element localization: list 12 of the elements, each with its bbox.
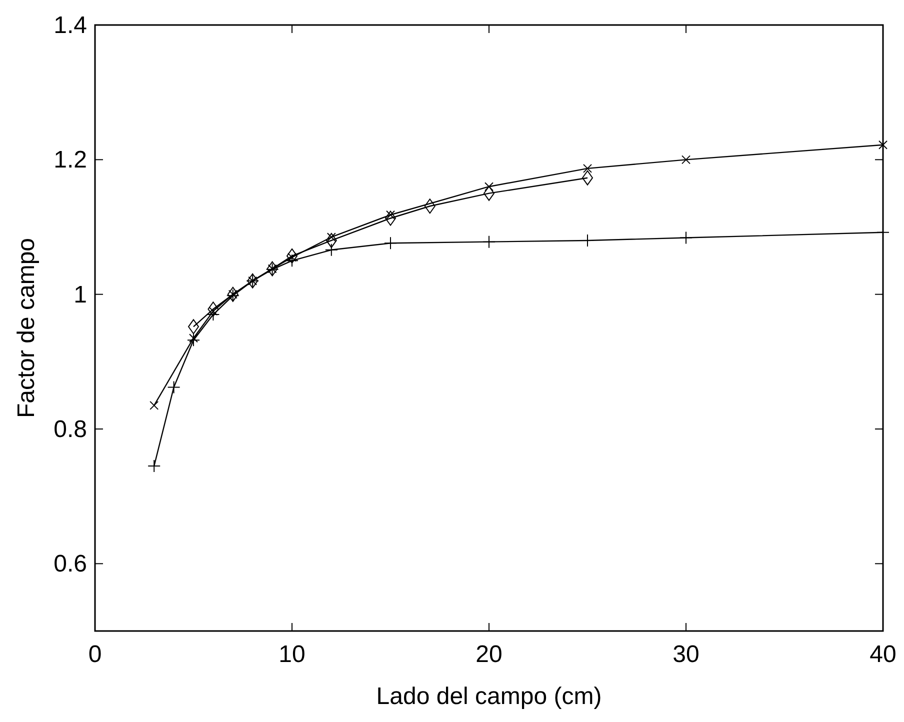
x-tick-label: 40 [870,641,896,668]
y-tick-label: 0.6 [54,550,87,578]
x-axis-title: Lado del campo (cm) [376,683,602,710]
x-tick-label: 30 [672,641,700,668]
y-axis-title: Factor de campo [13,238,40,418]
y-tick-label: 1.2 [54,146,87,174]
x-tick-label: 20 [476,641,502,668]
x-tick-label: 10 [278,641,306,668]
y-tick-label: 1 [74,281,87,308]
x-tick-label: 0 [88,641,102,668]
y-tick-label: 1.4 [54,12,87,39]
y-tick-label: 0.8 [54,416,87,443]
